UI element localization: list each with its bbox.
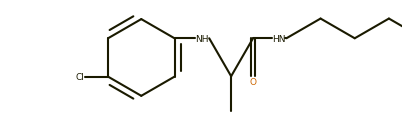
Text: Cl: Cl xyxy=(76,72,84,81)
Text: O: O xyxy=(249,78,256,87)
Text: HN: HN xyxy=(272,34,286,43)
Text: NH: NH xyxy=(195,34,208,43)
